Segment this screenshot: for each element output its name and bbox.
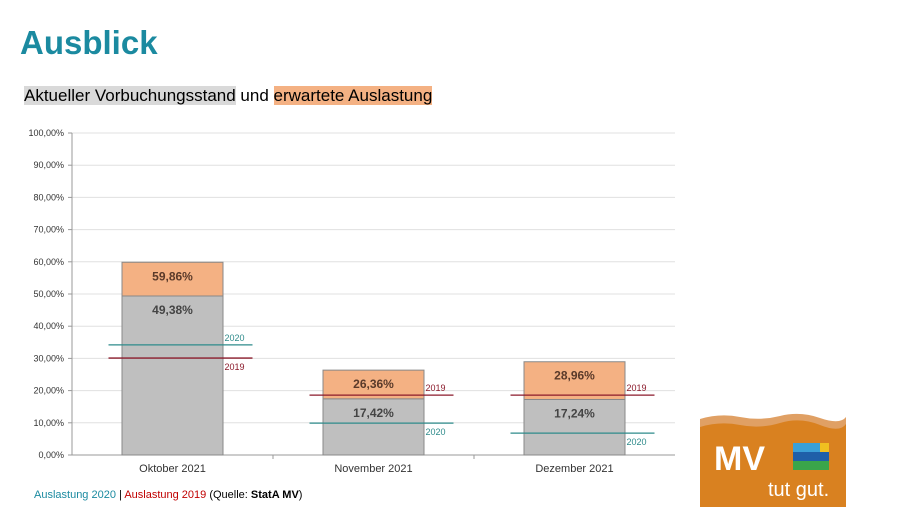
- bar-booked: [523, 398, 626, 456]
- x-tick-label: Oktober 2021: [139, 463, 206, 475]
- y-tick-label: 60,00%: [33, 257, 64, 267]
- reference-label-2020: 2020: [627, 437, 647, 447]
- subtitle-and: und: [235, 86, 274, 105]
- x-tick-label: Dezember 2021: [535, 463, 613, 475]
- svg-text:tut gut.: tut gut.: [768, 479, 829, 501]
- y-tick-label: 0,00%: [38, 450, 64, 460]
- data-label-booked: 49,38%: [152, 303, 193, 317]
- page-title: Ausblick: [20, 24, 158, 61]
- legend-2020: Auslastung 2020: [34, 489, 116, 501]
- y-tick-label: 70,00%: [33, 225, 64, 235]
- y-tick-label: 100,00%: [28, 128, 64, 138]
- legend-2019: Auslastung 2019: [124, 489, 207, 501]
- data-label-expected: 28,96%: [554, 369, 595, 383]
- data-label-booked: 17,42%: [353, 406, 394, 420]
- data-label-booked: 17,24%: [554, 406, 595, 420]
- y-tick-label: 50,00%: [33, 289, 64, 299]
- y-tick-label: 20,00%: [33, 386, 64, 396]
- reference-label-2020: 2020: [426, 427, 446, 437]
- y-tick-label: 80,00%: [33, 192, 64, 202]
- chart-subtitle: Aktueller Vorbuchungsstand und erwartete…: [24, 86, 433, 106]
- y-tick-label: 30,00%: [33, 353, 64, 363]
- reference-label-2020: 2020: [225, 333, 245, 343]
- subtitle-booked: Aktueller Vorbuchungsstand: [24, 86, 236, 105]
- y-tick-label: 10,00%: [33, 418, 64, 428]
- bar-booked: [322, 398, 425, 456]
- bar-expected: [322, 369, 425, 400]
- footer-close: ): [298, 489, 303, 501]
- reference-label-2019: 2019: [627, 383, 647, 393]
- y-tick-label: 90,00%: [33, 160, 64, 170]
- reference-label-2019: 2019: [225, 362, 245, 372]
- data-label-expected: 26,36%: [353, 377, 394, 391]
- reference-label-2019: 2019: [426, 383, 446, 393]
- x-tick-label: November 2021: [334, 463, 412, 475]
- data-label-expected: 59,86%: [152, 269, 193, 283]
- chart-footer: Auslastung 2020 | Auslastung 2019 (Quell…: [34, 489, 302, 501]
- bar-expected: [523, 361, 626, 400]
- mv-logo: MV tut gut.: [700, 413, 846, 507]
- bar-booked: [121, 295, 224, 456]
- svg-text:MV: MV: [714, 440, 765, 478]
- footer-sep: |: [115, 489, 125, 501]
- footer-source-name: StatA MV: [250, 489, 299, 501]
- bar-expected: [121, 261, 224, 297]
- footer-source: (Quelle:: [206, 489, 251, 501]
- subtitle-expected: erwartete Auslastung: [273, 86, 433, 105]
- y-tick-label: 40,00%: [33, 321, 64, 331]
